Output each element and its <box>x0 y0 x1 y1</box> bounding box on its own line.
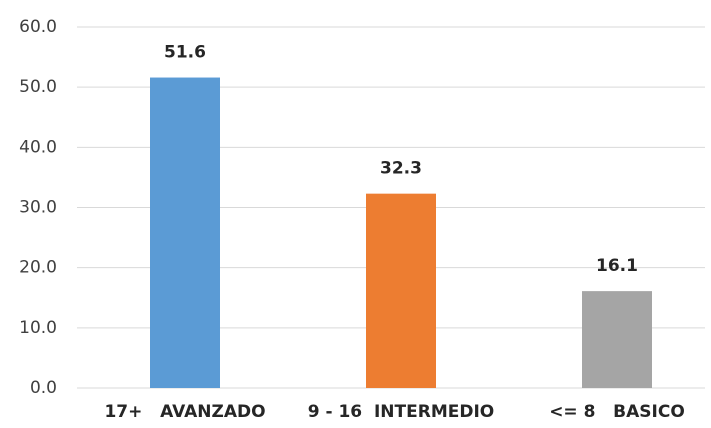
x-tick-label: 9 - 16 INTERMEDIO <box>308 402 495 422</box>
y-tick-label: 30.0 <box>19 198 57 218</box>
data-label: 32.3 <box>380 159 422 179</box>
y-tick-label: 40.0 <box>19 137 57 157</box>
data-label: 16.1 <box>596 256 638 276</box>
y-tick-label: 50.0 <box>19 77 57 97</box>
y-tick-label: 0.0 <box>30 378 57 398</box>
bar <box>150 77 220 388</box>
y-tick-label: 20.0 <box>19 258 57 278</box>
y-tick-label: 10.0 <box>19 318 57 338</box>
bar <box>582 291 652 388</box>
bar <box>366 193 436 388</box>
x-tick-label: <= 8 BASICO <box>549 402 685 422</box>
x-tick-label: 17+ AVANZADO <box>104 402 265 422</box>
y-tick-label: 60.0 <box>19 17 57 37</box>
data-label: 51.6 <box>164 43 206 63</box>
